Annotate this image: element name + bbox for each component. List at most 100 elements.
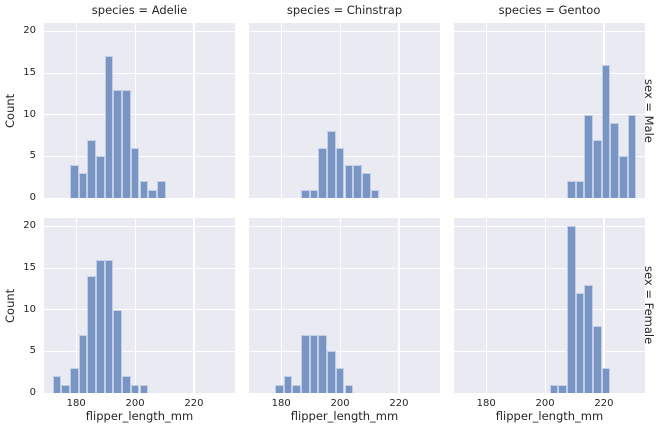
- histogram-bar: [122, 89, 131, 198]
- histogram-bar: [344, 164, 354, 198]
- y-tick-label: 5: [29, 150, 36, 162]
- histogram-bar: [78, 334, 88, 393]
- histogram-bar: [61, 384, 71, 393]
- y-tick-label: 20: [23, 220, 36, 232]
- gridline-horizontal: [249, 114, 440, 116]
- histogram-bar: [335, 148, 345, 198]
- histogram-bar: [87, 276, 97, 393]
- facet-male-gentoo: [454, 23, 645, 198]
- gridline-vertical: [603, 218, 605, 393]
- histogram-bar: [335, 368, 345, 393]
- gridline-vertical: [193, 218, 195, 393]
- histogram-bar: [566, 181, 576, 198]
- histogram-bar: [353, 164, 362, 198]
- gridline-horizontal: [249, 30, 440, 32]
- gridline-horizontal: [249, 350, 440, 352]
- histogram-bar: [318, 334, 328, 393]
- histogram-bar: [104, 56, 114, 198]
- histogram-bar: [113, 309, 123, 393]
- histogram-bar: [549, 384, 559, 393]
- histogram-bar: [96, 156, 105, 198]
- gridline-horizontal: [44, 267, 235, 269]
- histogram-bar: [627, 114, 637, 198]
- histogram-bar: [301, 189, 310, 198]
- facet-female-adelie: [44, 218, 235, 393]
- gridline-horizontal: [454, 114, 645, 116]
- gridline-horizontal: [44, 72, 235, 74]
- histogram-bar: [156, 181, 166, 198]
- histogram-bar: [283, 376, 293, 393]
- gridline-horizontal: [249, 225, 440, 227]
- histogram-bar: [327, 131, 336, 198]
- gridline-vertical: [75, 218, 77, 393]
- gridline-horizontal: [44, 155, 235, 157]
- gridline-horizontal: [249, 267, 440, 269]
- gridline-horizontal: [249, 72, 440, 74]
- histogram-bar: [344, 384, 354, 393]
- gridline-vertical: [544, 23, 546, 198]
- histogram-bar: [301, 334, 310, 393]
- gridline-horizontal: [454, 225, 645, 227]
- histogram-bar: [148, 189, 157, 198]
- gridline-horizontal: [44, 30, 235, 32]
- histogram-bar: [584, 114, 593, 198]
- x-axis-label-chinstrap: flipper_length_mm: [290, 409, 399, 423]
- histogram-bar: [104, 259, 114, 393]
- gridline-vertical: [485, 23, 487, 198]
- histogram-bar: [370, 189, 380, 198]
- gridline-horizontal: [454, 350, 645, 352]
- histogram-bar: [130, 384, 140, 393]
- x-tick-label: 180: [271, 398, 291, 409]
- gridline-horizontal: [454, 309, 645, 311]
- y-tick-label: 5: [29, 345, 36, 357]
- x-tick-label: 220: [389, 398, 409, 409]
- x-tick-label: 180: [476, 398, 496, 409]
- y-tick-label: 10: [23, 108, 36, 120]
- col-title-gentoo: species = Gentoo: [498, 3, 601, 17]
- histogram-bar: [361, 173, 371, 198]
- facet-female-gentoo: [454, 218, 645, 393]
- histogram-bar: [327, 351, 336, 393]
- histogram-bar: [610, 123, 619, 198]
- gridline-vertical: [193, 23, 195, 198]
- histogram-bar: [601, 64, 611, 198]
- y-tick-label: 15: [23, 262, 36, 273]
- gridline-horizontal: [454, 155, 645, 157]
- y-tick-label: 20: [23, 25, 36, 37]
- gridline-vertical: [134, 23, 136, 198]
- x-tick-label: 180: [66, 398, 86, 409]
- facet-female-chinstrap: [249, 218, 440, 393]
- x-tick-label: 200: [535, 398, 555, 409]
- histogram-bar: [601, 368, 611, 393]
- x-tick-label: 220: [184, 398, 204, 409]
- histogram-bar: [52, 376, 62, 393]
- gridline-vertical: [339, 218, 341, 393]
- histogram-bar: [122, 376, 131, 393]
- histogram-bar: [309, 334, 319, 393]
- histogram-bar: [318, 148, 328, 198]
- histogram-bar: [139, 181, 149, 198]
- histogram-bar: [130, 148, 140, 198]
- histogram-bar: [70, 368, 79, 393]
- histogram-bar: [70, 164, 79, 198]
- x-tick-label: 220: [594, 398, 614, 409]
- histogram-bar: [584, 284, 593, 393]
- histogram-bar: [113, 89, 123, 198]
- x-axis-label-adelie: flipper_length_mm: [85, 409, 194, 423]
- gridline-vertical: [339, 23, 341, 198]
- histogram-bar: [78, 173, 88, 198]
- gridline-horizontal: [44, 114, 235, 116]
- gridline-vertical: [75, 23, 77, 198]
- gridline-vertical: [398, 23, 400, 198]
- gridline-vertical: [485, 218, 487, 393]
- gridline-horizontal: [44, 225, 235, 227]
- gridline-vertical: [398, 218, 400, 393]
- gridline-vertical: [134, 218, 136, 393]
- histogram-bar: [292, 384, 302, 393]
- col-title-adelie: species = Adelie: [91, 3, 188, 17]
- histogram-bar: [566, 226, 576, 393]
- y-tick-label: 0: [29, 192, 36, 203]
- col-title-chinstrap: species = Chinstrap: [286, 3, 403, 17]
- gridline-horizontal: [44, 350, 235, 352]
